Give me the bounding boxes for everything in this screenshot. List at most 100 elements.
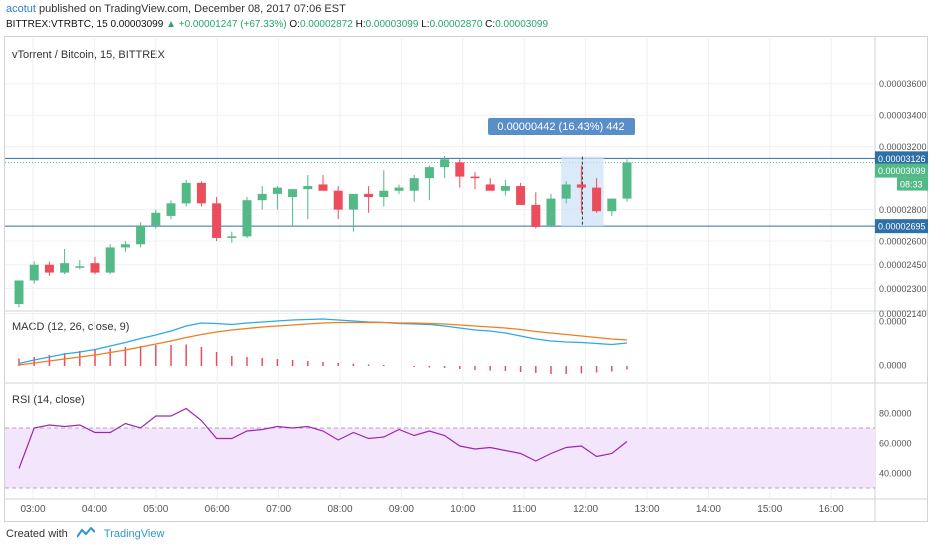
candle-body-up	[14, 280, 24, 305]
price-axis-badge-text: 0.00002695	[878, 222, 926, 232]
price-axis-badge-text: 0.00003099	[878, 166, 926, 176]
time-tick-label: 14:00	[696, 504, 721, 515]
candle-body-up	[181, 182, 191, 204]
candle-body-down	[455, 162, 465, 177]
price-axis-badge	[875, 219, 928, 234]
publish-info: acotut published on TradingView.com, Dec…	[6, 3, 346, 15]
candle-body-down	[592, 187, 602, 212]
candle-body-down	[44, 264, 54, 273]
price-tick-label: 0.00002140	[879, 309, 927, 319]
measure-label-box	[488, 118, 635, 135]
candle-body-up	[151, 212, 161, 226]
candle-body-up	[272, 187, 282, 194]
low-value: 0.00002870	[429, 19, 483, 30]
high-value: 0.00003099	[365, 19, 419, 30]
candle-body-up	[622, 162, 632, 199]
close-label: C:	[482, 19, 496, 30]
last-price: 0.00003099	[107, 19, 167, 30]
candle-body-down	[485, 184, 495, 191]
macd-tick-label: 0.0000	[879, 317, 907, 327]
candle-body-down	[364, 193, 374, 198]
axis-layer: 03:00 04:00 05:00 06:00 07:00 08:00 09:00 10:00…	[20, 79, 928, 515]
open-label: O:	[286, 19, 300, 30]
time-tick-label: 03:00	[20, 504, 45, 515]
candle-body-up	[607, 198, 617, 212]
candle-body-up	[227, 236, 237, 238]
candle-body-up	[348, 193, 358, 210]
time-tick-label: 11:00	[512, 504, 537, 515]
candle-body-down	[196, 182, 206, 204]
price-tick-label: 0.00002300	[879, 284, 927, 294]
candle-body-up	[75, 266, 85, 268]
macd-pane-title: MACD (12, 26, close, 9)	[12, 321, 129, 333]
candle-body-down	[90, 263, 100, 273]
price-tick-label: 0.00003600	[879, 79, 927, 89]
tradingview-logo-icon[interactable]	[76, 526, 96, 541]
candle-body-down	[333, 190, 343, 210]
ohlc-summary: BITTREX:VTRBTC, 15 0.00003099 ▲ +0.00001…	[6, 19, 548, 30]
symbol-label: BITTREX:VTRBTC, 15	[6, 19, 108, 30]
measure-label-text: 0.00000442 (16.43%) 442	[497, 121, 624, 133]
change-value: ▲ +0.00001247 (+67.33%)	[166, 19, 287, 30]
countdown-badge	[897, 177, 928, 191]
candle-body-down	[516, 186, 526, 205]
candle-body-up	[561, 184, 571, 199]
macd-tick-label: 0.0000	[879, 361, 907, 371]
price-pane-title: vTorrent / Bitcoin, 15, BITTREX	[12, 49, 165, 61]
footer: Created with TradingView	[6, 526, 165, 541]
candle-body-up	[440, 159, 450, 168]
low-label: L:	[418, 19, 430, 30]
time-tick-label: 16:00	[819, 504, 844, 515]
price-tick-label: 0.00002450	[879, 260, 927, 270]
tradingview-link[interactable]: TradingView	[103, 527, 165, 540]
rsi-tick-label: 40.0000	[879, 469, 912, 479]
time-tick-label: 06:00	[205, 504, 230, 515]
candle-body-down	[531, 204, 541, 227]
candle-body-up	[136, 225, 146, 245]
time-tick-label: 08:00	[327, 504, 352, 515]
rsi-tick-label: 60.0000	[879, 439, 912, 449]
time-tick-label: 04:00	[82, 504, 107, 515]
candle-body-up	[257, 193, 267, 201]
candle-body-up	[60, 263, 70, 273]
publish-text: published on TradingView.com, December 0…	[35, 3, 346, 15]
rsi-line	[18, 407, 628, 469]
price-axis-badge	[875, 151, 928, 166]
macd-line	[18, 318, 628, 365]
countdown-text: 08:33	[900, 180, 923, 190]
candle-body-up	[379, 190, 389, 198]
time-tick-label: 05:00	[143, 504, 168, 515]
price-tick-label: 0.00002600	[879, 237, 927, 247]
candle-body-up	[424, 167, 434, 179]
candle-body-up	[242, 200, 252, 237]
rsi-tick-label: 80.0000	[879, 409, 912, 419]
high-label: H:	[352, 19, 366, 30]
price-axis-badge	[875, 163, 928, 178]
candle-body-up	[105, 247, 115, 273]
price-tick-label: 0.00003200	[879, 142, 927, 152]
rsi-band-fill	[5, 428, 875, 488]
price-tick-label: 0.00003400	[879, 111, 927, 121]
chart-frame	[4, 36, 928, 522]
close-value: 0.00003099	[495, 19, 549, 30]
rsi-pane-title: RSI (14, close)	[12, 394, 85, 406]
author-link[interactable]: acotut	[6, 3, 36, 15]
candle-body-up	[546, 198, 556, 226]
time-tick-label: 10:00	[450, 504, 475, 515]
time-tick-label: 12:00	[573, 504, 598, 515]
open-value: 0.00002872	[299, 19, 353, 30]
candle-body-up	[120, 244, 130, 248]
price-tick-label: 0.00002800	[879, 205, 927, 215]
candle-body-up	[500, 186, 510, 191]
macd-signal-line	[18, 321, 628, 366]
candle-body-up	[29, 264, 39, 281]
time-tick-label: 15:00	[757, 504, 782, 515]
candle-body-up	[409, 178, 419, 191]
candle-body-down	[212, 203, 222, 238]
created-with-text: Created with	[6, 527, 68, 540]
candle-body-down	[470, 176, 480, 179]
candle-body-down	[576, 184, 586, 188]
candle-body-down	[318, 184, 328, 191]
time-tick-label: 13:00	[634, 504, 659, 515]
